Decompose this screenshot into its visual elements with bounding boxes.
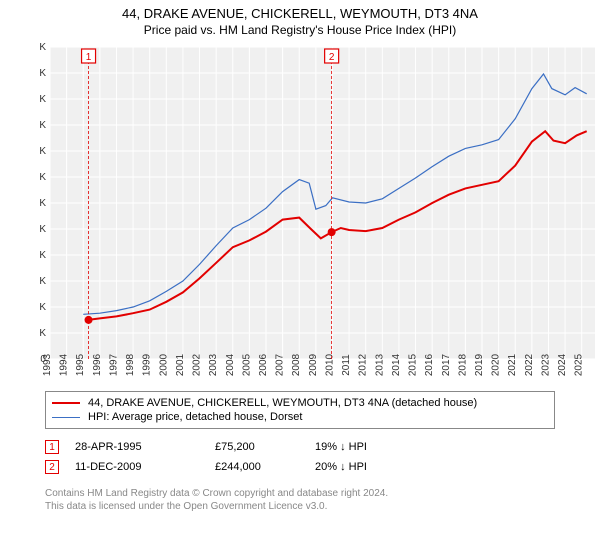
svg-text:2001: 2001	[175, 353, 186, 376]
svg-text:1993: 1993	[42, 353, 53, 376]
svg-text:2004: 2004	[225, 353, 236, 376]
svg-text:£50K: £50K	[40, 328, 46, 339]
chart-container: 44, DRAKE AVENUE, CHICKERELL, WEYMOUTH, …	[0, 0, 600, 560]
svg-text:£400K: £400K	[40, 146, 46, 157]
tx-row-1: 1 28-APR-1995£75,20019% ↓ HPI	[45, 437, 555, 457]
svg-text:2022: 2022	[524, 353, 535, 376]
transaction-list: 1 28-APR-1995£75,20019% ↓ HPI 2 11-DEC-2009…	[45, 437, 555, 477]
svg-text:2003: 2003	[208, 353, 219, 376]
chart-subtitle: Price paid vs. HM Land Registry's House …	[0, 21, 600, 41]
svg-text:1996: 1996	[92, 353, 103, 376]
svg-text:1998: 1998	[125, 353, 136, 376]
svg-text:2011: 2011	[341, 354, 352, 376]
tx-diff-2: 20% ↓ HPI	[315, 461, 435, 473]
svg-text:2018: 2018	[457, 353, 468, 376]
svg-text:2009: 2009	[308, 353, 319, 376]
svg-text:2008: 2008	[291, 353, 302, 376]
legend-row-hpi: HPI: Average price, detached house, Dors…	[52, 410, 548, 424]
svg-text:£300K: £300K	[40, 198, 46, 209]
svg-text:2002: 2002	[192, 353, 203, 376]
svg-text:2019: 2019	[474, 353, 485, 376]
svg-text:2016: 2016	[424, 353, 435, 376]
tx-date-1: 28-APR-1995	[75, 441, 215, 453]
svg-text:£500K: £500K	[40, 94, 46, 105]
svg-text:2020: 2020	[491, 353, 502, 376]
svg-text:1994: 1994	[59, 353, 70, 376]
tx-marker-num-2: 2	[329, 52, 335, 63]
svg-text:1999: 1999	[142, 353, 153, 376]
svg-text:£100K: £100K	[40, 302, 46, 313]
legend-swatch-property	[52, 402, 80, 404]
footer-line1: Contains HM Land Registry data © Crown c…	[45, 487, 555, 500]
footer-line2: This data is licensed under the Open Gov…	[45, 500, 555, 513]
svg-text:2012: 2012	[358, 353, 369, 376]
tx-row-marker-1: 1	[45, 440, 59, 454]
svg-text:£600K: £600K	[40, 42, 46, 53]
svg-text:2014: 2014	[391, 353, 402, 376]
svg-text:£200K: £200K	[40, 250, 46, 261]
svg-text:1995: 1995	[75, 353, 86, 376]
tx-dot-2	[328, 228, 336, 236]
svg-text:2007: 2007	[275, 353, 286, 376]
svg-text:1997: 1997	[108, 353, 119, 376]
chart-plot-area: £0£50K£100K£150K£200K£250K£300K£350K£400…	[40, 41, 600, 383]
tx-dot-1	[85, 316, 93, 324]
svg-text:£450K: £450K	[40, 120, 46, 131]
tx-marker-num-1: 1	[86, 52, 92, 63]
tx-row-2: 2 11-DEC-2009£244,00020% ↓ HPI	[45, 457, 555, 477]
chart-title: 44, DRAKE AVENUE, CHICKERELL, WEYMOUTH, …	[0, 0, 600, 21]
svg-text:2005: 2005	[241, 353, 252, 376]
svg-text:2024: 2024	[557, 353, 568, 376]
svg-text:£150K: £150K	[40, 276, 46, 287]
legend-label-hpi: HPI: Average price, detached house, Dors…	[88, 411, 302, 423]
tx-date-2: 11-DEC-2009	[75, 461, 215, 473]
footer-attribution: Contains HM Land Registry data © Crown c…	[45, 487, 555, 513]
svg-text:2023: 2023	[540, 353, 551, 376]
svg-text:2000: 2000	[158, 353, 169, 376]
svg-text:2013: 2013	[374, 353, 385, 376]
legend-swatch-hpi	[52, 417, 80, 418]
chart-svg: £0£50K£100K£150K£200K£250K£300K£350K£400…	[40, 41, 600, 383]
tx-price-2: £244,000	[215, 461, 315, 473]
svg-text:£350K: £350K	[40, 172, 46, 183]
svg-text:2015: 2015	[408, 353, 419, 376]
svg-text:2025: 2025	[574, 353, 585, 376]
svg-text:£550K: £550K	[40, 68, 46, 79]
svg-text:£250K: £250K	[40, 224, 46, 235]
legend: 44, DRAKE AVENUE, CHICKERELL, WEYMOUTH, …	[45, 391, 555, 429]
svg-text:2017: 2017	[441, 353, 452, 376]
svg-text:2021: 2021	[507, 353, 518, 376]
legend-label-property: 44, DRAKE AVENUE, CHICKERELL, WEYMOUTH, …	[88, 397, 477, 409]
legend-row-property: 44, DRAKE AVENUE, CHICKERELL, WEYMOUTH, …	[52, 396, 548, 410]
svg-text:2006: 2006	[258, 353, 269, 376]
tx-price-1: £75,200	[215, 441, 315, 453]
svg-text:2010: 2010	[324, 353, 335, 376]
tx-diff-1: 19% ↓ HPI	[315, 441, 435, 453]
tx-row-marker-2: 2	[45, 460, 59, 474]
